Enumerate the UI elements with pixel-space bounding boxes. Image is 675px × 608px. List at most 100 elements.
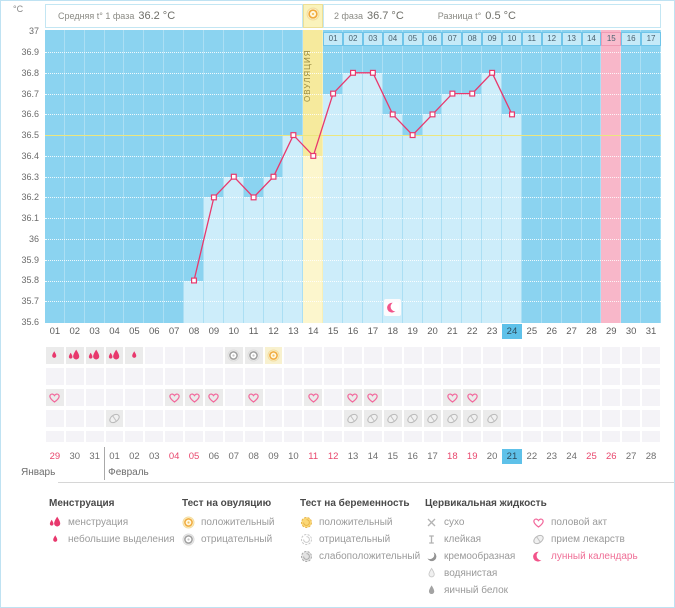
cycle-day-label[interactable]: 23 <box>486 326 498 337</box>
event-cell[interactable] <box>324 431 343 442</box>
cycle-day-label[interactable]: 21 <box>447 326 458 337</box>
calendar-date[interactable]: 14 <box>367 451 379 462</box>
cycle-day-label[interactable]: 20 <box>427 326 438 337</box>
phase2-day-cell[interactable]: 15 <box>601 32 622 46</box>
event-cell[interactable] <box>125 347 144 364</box>
phase2-day-cell[interactable]: 05 <box>402 32 423 46</box>
calendar-date[interactable]: 13 <box>347 451 359 462</box>
calendar-date[interactable]: 28 <box>645 451 657 462</box>
cycle-day-label[interactable]: 22 <box>466 326 478 337</box>
event-cell[interactable] <box>602 368 621 385</box>
event-cell[interactable] <box>224 389 243 406</box>
calendar-date[interactable]: 23 <box>546 451 557 462</box>
day-column[interactable] <box>581 30 602 323</box>
event-cell[interactable] <box>443 431 462 442</box>
event-cell[interactable] <box>85 368 104 385</box>
event-cell[interactable] <box>46 431 64 442</box>
event-cell[interactable] <box>284 368 303 385</box>
phase2-day-cell[interactable]: 17 <box>641 32 661 46</box>
cycle-day-label[interactable]: 25 <box>526 326 538 337</box>
event-cell[interactable] <box>344 410 362 427</box>
event-cell[interactable] <box>403 431 422 442</box>
event-cell[interactable] <box>264 347 283 364</box>
phase2-day-cell[interactable]: 12 <box>541 32 562 46</box>
cycle-day-label[interactable]: 04 <box>109 326 120 337</box>
event-cell[interactable] <box>582 431 601 442</box>
event-cell[interactable] <box>642 410 660 427</box>
event-cell[interactable] <box>522 347 541 364</box>
event-cell[interactable] <box>244 368 263 385</box>
event-cell[interactable] <box>562 410 581 427</box>
event-cell[interactable] <box>224 431 243 442</box>
event-cell[interactable] <box>165 347 184 364</box>
event-cell[interactable] <box>324 410 343 427</box>
event-cell[interactable] <box>46 368 64 385</box>
event-cell[interactable] <box>145 347 164 364</box>
event-cell[interactable] <box>185 368 203 385</box>
day-column[interactable] <box>104 30 125 323</box>
calendar-date[interactable]: 01 <box>109 451 120 462</box>
event-cell[interactable] <box>383 410 402 427</box>
event-cell[interactable] <box>423 368 442 385</box>
day-column[interactable] <box>64 30 85 323</box>
event-cell[interactable] <box>204 368 223 385</box>
event-cell[interactable] <box>562 389 581 406</box>
event-cell[interactable] <box>463 431 482 442</box>
event-cell[interactable] <box>403 410 422 427</box>
day-column[interactable] <box>462 30 483 323</box>
cycle-day-label[interactable]: 16 <box>347 326 359 337</box>
event-cell[interactable] <box>85 347 104 364</box>
event-cell[interactable] <box>363 368 382 385</box>
event-cell[interactable] <box>582 410 601 427</box>
event-cell[interactable] <box>85 431 104 442</box>
event-cell[interactable] <box>423 410 442 427</box>
cycle-day-label[interactable]: 05 <box>129 326 140 337</box>
calendar-date[interactable]: 25 <box>586 451 597 462</box>
event-cell[interactable] <box>443 389 462 406</box>
event-cell[interactable] <box>344 368 362 385</box>
event-cell[interactable] <box>125 368 144 385</box>
event-cell[interactable] <box>165 368 184 385</box>
day-column[interactable] <box>164 30 185 323</box>
event-cell[interactable] <box>642 368 660 385</box>
day-column[interactable] <box>243 30 264 323</box>
event-cell[interactable] <box>542 368 561 385</box>
cycle-day-label[interactable]: 09 <box>208 326 220 337</box>
event-cell[interactable] <box>522 389 541 406</box>
phase2-day-cell[interactable]: 16 <box>621 32 642 46</box>
event-cell[interactable] <box>483 431 502 442</box>
event-cell[interactable] <box>542 389 561 406</box>
event-cell[interactable] <box>622 347 641 364</box>
calendar-date[interactable]: 10 <box>288 451 299 462</box>
event-cell[interactable] <box>304 431 323 442</box>
event-cell[interactable] <box>483 347 502 364</box>
cycle-day-label[interactable]: 31 <box>645 326 657 337</box>
phase2-day-cell[interactable]: 10 <box>502 32 522 46</box>
calendar-date[interactable]: 27 <box>625 451 637 462</box>
event-cell[interactable] <box>582 368 601 385</box>
calendar-date[interactable]: 30 <box>69 451 81 462</box>
event-cell[interactable] <box>522 431 541 442</box>
event-cell[interactable] <box>46 410 64 427</box>
event-cell[interactable] <box>284 431 303 442</box>
event-cell[interactable] <box>344 347 362 364</box>
event-cell[interactable] <box>503 410 521 427</box>
event-cell[interactable] <box>284 410 303 427</box>
event-cell[interactable] <box>642 389 660 406</box>
event-cell[interactable] <box>304 410 323 427</box>
day-column[interactable] <box>561 30 582 323</box>
calendar-date[interactable]: 26 <box>606 451 617 462</box>
calendar-date[interactable]: 09 <box>268 451 279 462</box>
calendar-date[interactable]: 16 <box>407 451 418 462</box>
event-cell[interactable] <box>264 431 283 442</box>
day-column[interactable] <box>521 30 542 323</box>
cycle-day-label[interactable]: 14 <box>307 326 319 337</box>
event-cell[interactable] <box>185 410 203 427</box>
cycle-day-label[interactable]: 29 <box>606 326 617 337</box>
event-cell[interactable] <box>264 410 283 427</box>
event-cell[interactable] <box>483 410 502 427</box>
cycle-day-label[interactable]: 08 <box>188 326 200 337</box>
event-cell[interactable] <box>542 431 561 442</box>
event-cell[interactable] <box>185 389 203 406</box>
event-cell[interactable] <box>125 431 144 442</box>
